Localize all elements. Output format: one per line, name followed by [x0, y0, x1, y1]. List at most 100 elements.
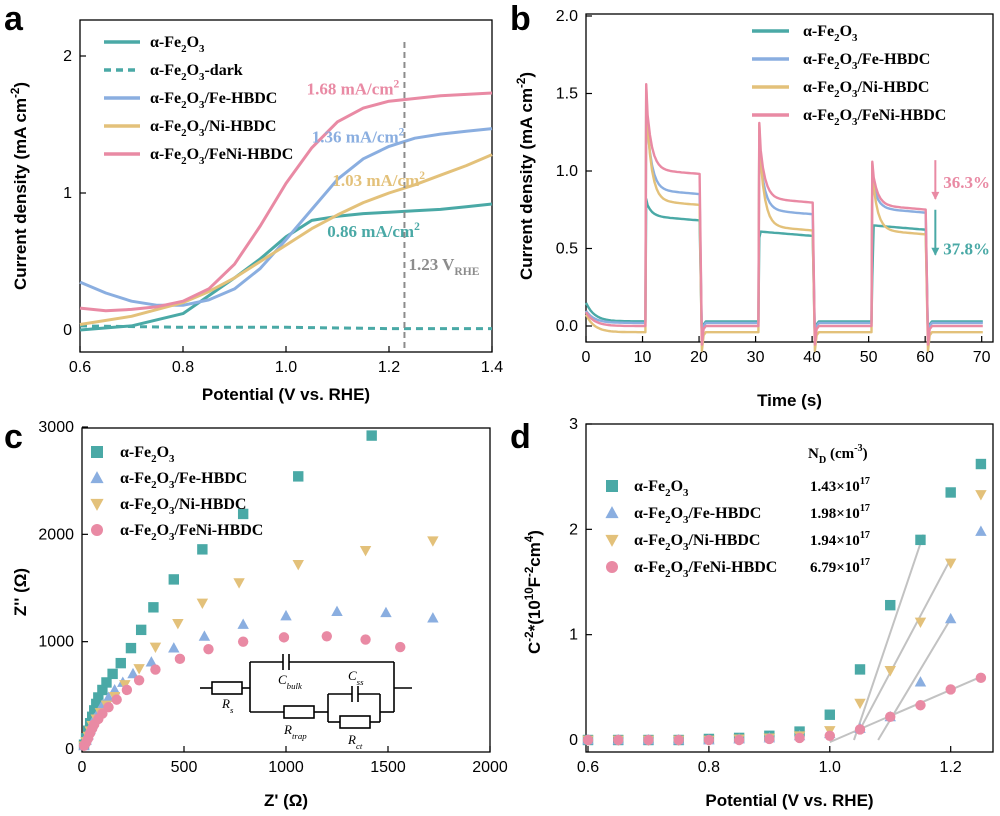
b-legend-label-0: α-Fe2O3 — [803, 23, 858, 44]
c-legend-label-1: α-Fe2O3/Fe-HBDC — [120, 470, 247, 491]
c-point-0-8 — [97, 684, 108, 696]
b-xtick-label: 0 — [582, 349, 591, 366]
c-point-1-19 — [427, 612, 439, 623]
b-xlabel: Time (s) — [757, 391, 822, 410]
a-annotation-0: 1.68 mA/cm2 — [307, 77, 400, 98]
d-legend-label-2-part-1: 2 — [665, 541, 670, 553]
d-point-2-10 — [884, 666, 896, 677]
d-point-3-12 — [945, 684, 956, 695]
c-point-1-11 — [127, 667, 139, 679]
d-legend-label-2: α-Fe2O3/Ni-HBDC — [634, 532, 760, 553]
c-point-2-13 — [196, 598, 209, 610]
a-ytick-label: 2 — [63, 48, 72, 65]
a-legend-label-3: α-Fe2O3/Ni-HBDC — [150, 118, 276, 139]
b-xtick-label: 70 — [973, 349, 991, 366]
c-xtick-label: 1500 — [370, 759, 406, 776]
c-point-3-9 — [111, 694, 122, 705]
c-label-rs: Rs — [221, 696, 234, 715]
c-point-0-15 — [168, 574, 179, 585]
c-point-0-19 — [366, 430, 377, 441]
c-legend-marker-0 — [91, 446, 103, 458]
b-series-line-3 — [585, 82, 983, 346]
c-legend-label-3: α-Fe2O3/FeNi-HBDC — [120, 522, 263, 543]
a-legend-label-3-part-0: α-Fe — [150, 118, 181, 135]
c-ylabel: Z'' (Ω) — [11, 568, 30, 616]
d-point-2-11 — [914, 617, 927, 629]
d-legend-label-2-part-2: O — [671, 532, 683, 549]
d-legend-label-1: α-Fe2O3/Fe-HBDC — [634, 505, 761, 526]
b-annotation-1: 37.8% — [943, 240, 990, 259]
d-nd-value-1-part-1: 17 — [860, 503, 870, 514]
d-legend-label-3-part-3: 3 — [683, 568, 689, 580]
c-point-1-17 — [331, 605, 343, 617]
c-label-rct-part-0: R — [347, 732, 356, 747]
d-legend-label-0-part-3: 3 — [683, 487, 689, 499]
d-nd-value-2: 1.94×1017 — [810, 530, 870, 549]
d-point-1-13 — [975, 525, 987, 536]
d-legend-label-1-part-4: /Fe-HBDC — [687, 505, 761, 522]
d-point-2-13 — [975, 490, 987, 501]
c-point-2-12 — [172, 619, 184, 630]
d-nd-header-part-3: -3 — [854, 443, 863, 454]
c-label-cbulk-part-0: C — [278, 672, 287, 687]
b-legend-label-1-part-2: O — [840, 51, 852, 68]
b-xtick-label: 30 — [747, 349, 765, 366]
c-point-1-13 — [168, 642, 180, 653]
d-legend-label-3-part-4: /FeNi-HBDC — [687, 559, 777, 576]
d-nd-value-2-part-1: 17 — [860, 530, 870, 541]
b-legend-label-1-part-0: α-Fe — [803, 51, 834, 68]
b-ylabel-part-1: -2 — [516, 78, 528, 88]
d-legend-label-3: α-Fe2O3/FeNi-HBDC — [634, 559, 777, 580]
c-legend-label-2-part-2: O — [157, 496, 169, 513]
a-series-line-1 — [79, 324, 492, 331]
d-ylabel-part-6: cm — [525, 542, 544, 567]
d-nd-header-part-4: ) — [863, 446, 868, 462]
c-point-0-10 — [107, 668, 118, 680]
c-point-3-10 — [121, 684, 133, 696]
c-legend-label-2-part-0: α-Fe — [120, 496, 151, 513]
d-xtick-label: 0.8 — [698, 759, 720, 776]
d-ylabel-part-2: *(10 — [525, 600, 544, 631]
c-legend-marker-3 — [91, 524, 103, 536]
panel-a: a 0.6 0.8 1.0 1.2 1.4 0 1 2 Potential (V vs. RHE)… — [4, 0, 503, 404]
d-point-3-11 — [915, 700, 926, 711]
a-legend-label-4-part-1: 2 — [181, 155, 186, 167]
d-point-0-13 — [975, 458, 987, 470]
b-legend-label-2-part-1: 2 — [834, 88, 839, 100]
d-legend-label-1-part-3: 3 — [683, 514, 689, 526]
panel-a-letter: a — [4, 0, 24, 38]
d-legend-label-3-part-0: α-Fe — [634, 559, 665, 576]
d-fit-line-0 — [853, 534, 925, 741]
c-label-css-part-1: ss — [357, 677, 364, 687]
d-legend-label-2-part-3: 3 — [683, 541, 689, 553]
d-legend-label-0-part-2: O — [671, 478, 683, 495]
a-series-line-0 — [79, 202, 493, 332]
panel-b-letter: b — [510, 0, 531, 38]
d-nd-value-3-part-1: 17 — [860, 557, 870, 568]
a-ylabel-part-2: ) — [11, 82, 30, 88]
a-annotation-2-part-1: 2 — [419, 169, 425, 182]
panel-d-letter: d — [510, 418, 531, 456]
d-point-3-0 — [582, 734, 594, 746]
c-ytick-label: 2000 — [38, 526, 74, 543]
d-nd-header-part-2: (cm — [826, 446, 854, 462]
c-label-rtrap-part-1: trap — [292, 731, 307, 741]
c-legend-label-0-part-3: 3 — [169, 453, 175, 465]
a-legend-label-0-part-2: O — [187, 34, 199, 51]
b-legend-label-0-part-0: α-Fe — [803, 23, 834, 40]
a-legend-label-0-part-0: α-Fe — [150, 34, 181, 51]
a-annotation-0-part-0: 1.68 mA/cm — [307, 79, 394, 98]
b-legend-label-3-part-2: O — [840, 107, 852, 124]
d-legend-label-1-part-1: 2 — [665, 514, 670, 526]
a-legend-label-2-part-3: 3 — [199, 99, 205, 111]
d-legend-label-2-part-0: α-Fe — [634, 532, 665, 549]
c-label-cbulk-part-1: bulk — [287, 681, 303, 691]
c-legend-label-0-part-2: O — [157, 444, 169, 461]
d-ylabel-part-5: -2 — [524, 567, 536, 577]
d-nd-value-3: 6.79×1017 — [810, 557, 870, 576]
d-legend-label-1-part-0: α-Fe — [634, 505, 665, 522]
c-xtick-label: 0 — [78, 759, 87, 776]
c-resistor-rtrap — [283, 705, 315, 719]
c-point-2-15 — [292, 559, 304, 571]
c-point-1-8 — [102, 691, 115, 702]
